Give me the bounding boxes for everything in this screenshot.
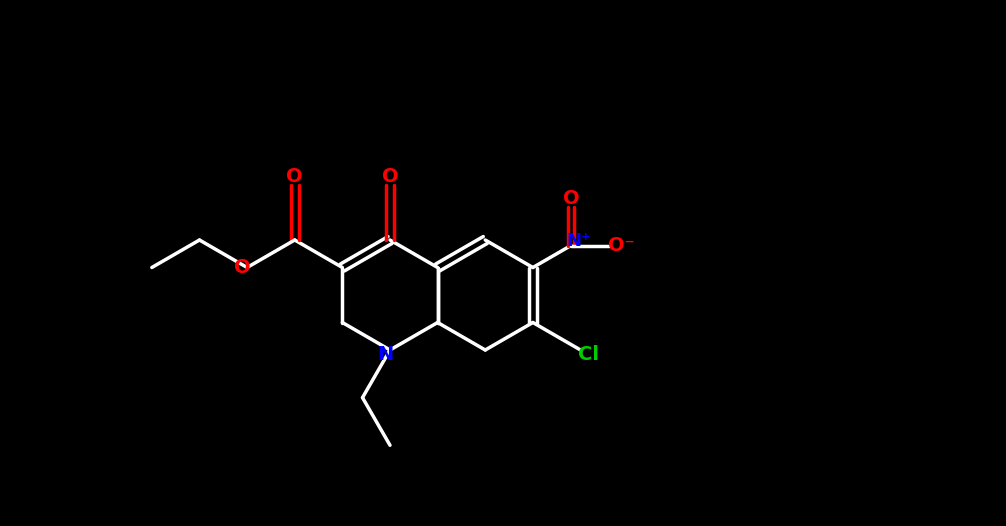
Text: O: O [562,189,579,208]
Text: Cl: Cl [578,346,599,365]
Text: N: N [377,346,393,365]
Text: O: O [233,258,250,277]
Text: O: O [287,167,303,187]
Text: O⁻: O⁻ [608,236,635,255]
Text: N⁺: N⁺ [566,231,592,249]
Text: O: O [381,167,398,187]
